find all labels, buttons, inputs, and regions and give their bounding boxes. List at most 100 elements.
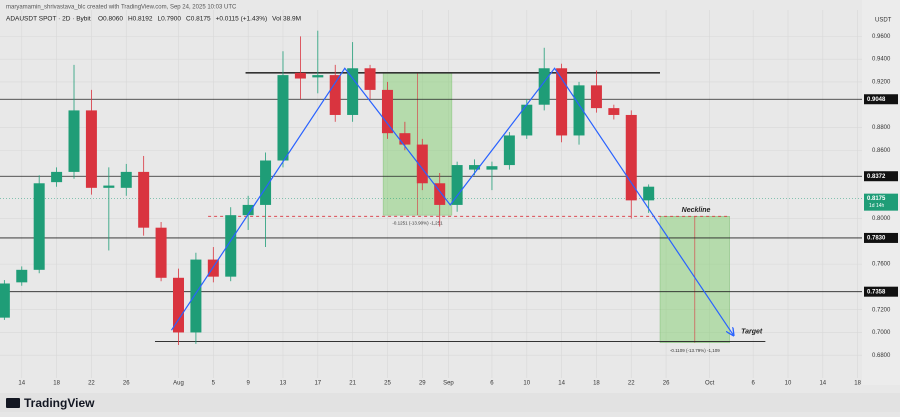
- ohlc-legend: H0.8192: [128, 16, 153, 23]
- line-layer: [0, 72, 862, 343]
- candle-body: [538, 68, 550, 105]
- level-box: [864, 286, 898, 297]
- y-tick-label: 0.9600: [872, 34, 891, 40]
- candle-body: [16, 269, 28, 283]
- x-tick-label: 21: [349, 381, 356, 387]
- candle-body: [120, 171, 132, 188]
- level-label: 0.7358: [867, 289, 886, 295]
- x-tick-label: 26: [663, 381, 670, 387]
- x-tick-label: 18: [53, 381, 60, 387]
- candle-body: [294, 72, 306, 79]
- neckline-label: Neckline: [682, 207, 711, 214]
- candle-body: [103, 185, 115, 188]
- x-tick-label: 6: [490, 381, 494, 387]
- x-tick-label: 22: [628, 381, 635, 387]
- candle-body: [225, 215, 237, 277]
- x-tick-label: 26: [123, 381, 130, 387]
- x-tick-label: Sep: [443, 381, 454, 387]
- x-tick-label: 10: [523, 381, 530, 387]
- level-label: 0.8372: [867, 174, 886, 180]
- y-tick-label: 0.9200: [872, 80, 891, 86]
- y-tick-label: 0.8600: [872, 148, 891, 154]
- countdown-label: 1d 14h: [869, 203, 885, 209]
- level-label: 0.7830: [867, 236, 886, 242]
- candle-body: [643, 186, 655, 201]
- candle-body: [608, 108, 620, 115]
- measure-label: -0.1109 (-13.79%) -1,109: [670, 348, 720, 353]
- candle-body: [68, 110, 80, 172]
- candle-body: [312, 75, 324, 78]
- x-tick-label: 9: [246, 381, 250, 387]
- x-tick-label: 13: [280, 381, 287, 387]
- candle-body: [33, 183, 45, 270]
- last-price-label: 0.8175: [867, 196, 886, 202]
- x-tick-label: 22: [88, 381, 95, 387]
- logo: TradingView: [6, 396, 95, 410]
- x-tick-label: 14: [819, 381, 826, 387]
- candle-body: [469, 165, 481, 170]
- axis-layer: 0.6800 0.7000 0.7200 0.7600 0.8000 0.8600 0.88…: [18, 34, 898, 387]
- candle-body: [399, 133, 411, 145]
- candle-body: [556, 68, 568, 136]
- logo-icon: [6, 398, 20, 408]
- y-tick-label: 0.7000: [872, 330, 891, 336]
- measure-label: -0.1251 (-13.90%) -1,251: [392, 220, 443, 225]
- candle-body: [381, 89, 393, 134]
- candle-body: [155, 227, 167, 278]
- x-tick-label: 14: [18, 381, 25, 387]
- pattern-line: [170, 67, 734, 334]
- x-tick-label: 25: [384, 381, 391, 387]
- candle-body: [277, 75, 289, 161]
- x-tick-label: 17: [314, 381, 321, 387]
- candle-body: [503, 135, 515, 166]
- candle-body: [434, 183, 446, 205]
- level-box: [864, 171, 898, 182]
- candle-body: [51, 171, 63, 183]
- candle-body: [190, 259, 202, 333]
- candle-body: [590, 85, 602, 109]
- level-box: [864, 232, 898, 243]
- x-tick-label: 18: [854, 381, 861, 387]
- footer-bar: [0, 393, 900, 412]
- logo-text: TradingView: [24, 396, 95, 410]
- candle-body: [364, 68, 376, 90]
- x-tick-label: 5: [212, 381, 216, 387]
- x-tick-label: 6: [751, 381, 755, 387]
- candle-body: [486, 166, 498, 170]
- y-tick-label: 0.8000: [872, 216, 891, 222]
- ohlc-legend: L0.7900: [158, 16, 182, 23]
- candle-body: [242, 204, 254, 216]
- level-box: [864, 94, 898, 105]
- ohlc-legend: C0.8175: [186, 16, 211, 23]
- candle-body: [260, 160, 272, 205]
- candle-body: [207, 259, 219, 277]
- last-price-box: [864, 193, 898, 211]
- x-tick-label: Oct: [705, 381, 715, 387]
- author-line: maryamamin_shrivastava_blc created with …: [6, 5, 237, 11]
- overlay-layer: Neckline Target: [170, 67, 763, 335]
- y-tick-label: 0.6800: [872, 353, 891, 359]
- ohlc-legend: O0.8060: [98, 16, 123, 23]
- y-tick-label: 0.7200: [872, 307, 891, 313]
- candle-body: [347, 68, 359, 115]
- candle-body: [416, 144, 428, 184]
- y-tick-label: 0.8800: [872, 125, 891, 131]
- candle-body: [85, 110, 97, 188]
- candle-body: [329, 75, 341, 115]
- ohlc-legend: Vol 38.9M: [272, 16, 301, 23]
- candle-body: [573, 85, 585, 136]
- candle-layer: [0, 30, 655, 345]
- currency: USDT: [875, 18, 892, 24]
- level-label: 0.9048: [867, 97, 886, 103]
- candle-body: [172, 277, 184, 333]
- x-tick-label: 10: [785, 381, 792, 387]
- candle-body: [138, 171, 150, 228]
- x-tick-label: 14: [558, 381, 565, 387]
- ohlc-legend: +0.0115 (+1.43%): [216, 16, 268, 23]
- candle-body: [0, 283, 10, 318]
- x-tick-label: 29: [419, 381, 426, 387]
- candle-body: [451, 165, 463, 205]
- price-axis-panel: [862, 0, 900, 385]
